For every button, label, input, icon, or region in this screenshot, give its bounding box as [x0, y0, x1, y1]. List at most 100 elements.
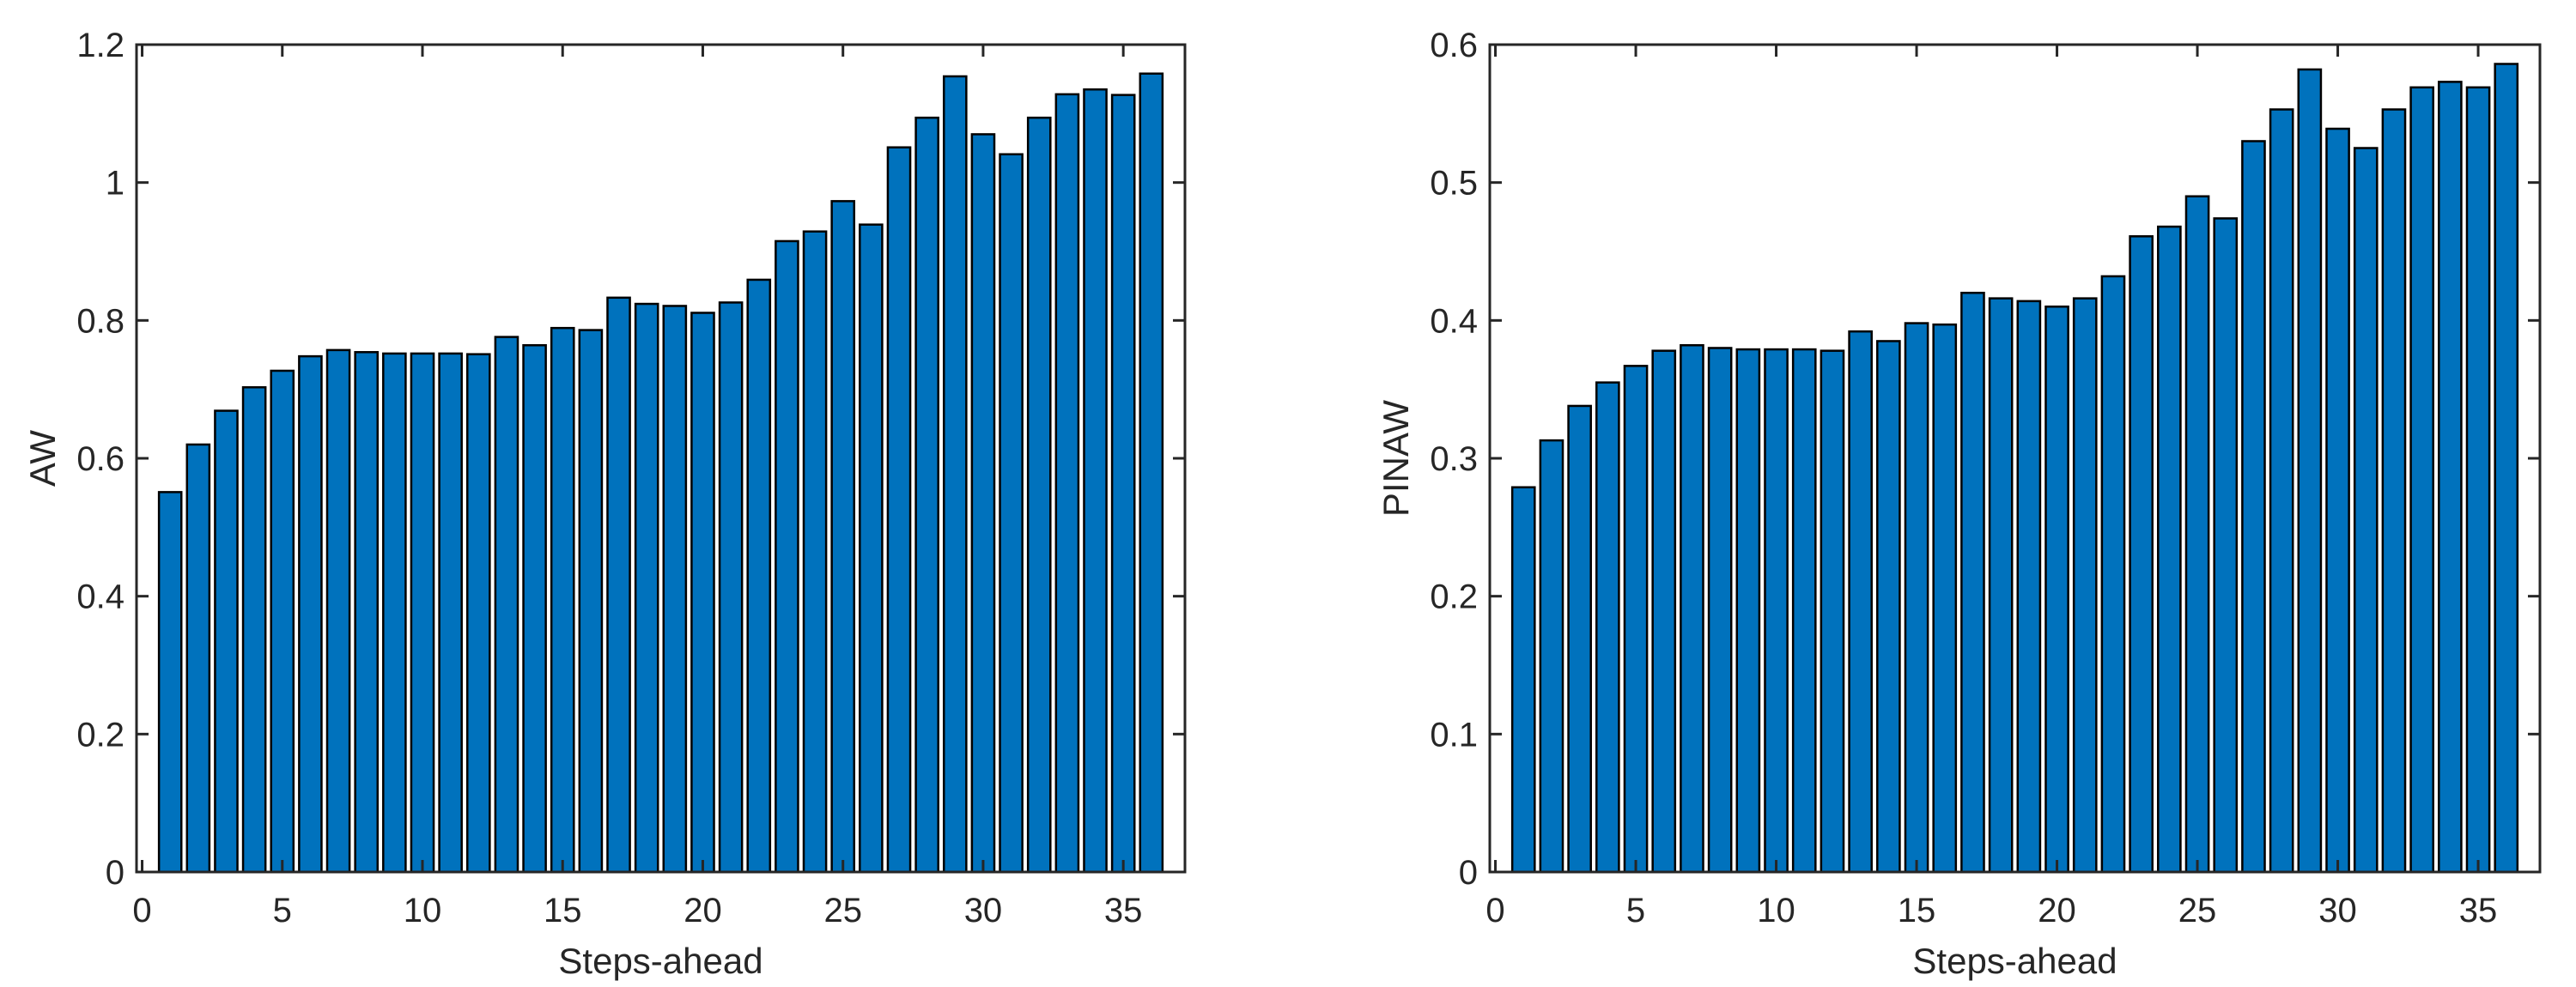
bar	[410, 352, 435, 874]
x-tick-label: 15	[1898, 892, 1936, 929]
bar	[2044, 306, 2069, 874]
x-tick-label: 15	[544, 892, 582, 929]
bar	[354, 351, 380, 874]
bar	[2100, 275, 2126, 874]
bar	[1820, 349, 1845, 874]
bar	[1567, 404, 1592, 874]
chart-pinaw: 0 5 10 15 20 25 30 35 0 0.1 0.2 0.3 0.4 0.5 0.6 Steps-a…	[1376, 27, 2542, 981]
y-tick-label: 0.6	[76, 440, 125, 478]
bar	[1791, 348, 1817, 874]
bar	[1110, 94, 1136, 874]
bar	[690, 312, 715, 874]
bar	[185, 443, 211, 874]
bar	[1054, 93, 1080, 874]
x-tick-label: 25	[823, 892, 862, 929]
bar	[914, 116, 939, 874]
bar	[1960, 291, 1985, 874]
bar	[1988, 297, 2014, 874]
bar	[2241, 140, 2266, 874]
x-tick-label: 0	[132, 892, 151, 929]
bar	[2353, 147, 2379, 874]
x-tick-label: 10	[404, 892, 442, 929]
y-tick-label: 0.5	[1430, 165, 1478, 203]
bar	[1026, 116, 1052, 874]
bar	[1904, 322, 1929, 874]
y-tick-label: 0.4	[76, 578, 125, 616]
bar	[1932, 323, 1958, 874]
bar	[157, 491, 183, 874]
bar	[1139, 72, 1164, 874]
y-tick-label: 0	[106, 854, 125, 892]
y-axis-label: AW	[22, 430, 63, 487]
y-tick-label: 0	[1459, 854, 1478, 892]
bar	[2072, 297, 2098, 874]
bar	[2269, 108, 2294, 874]
bar	[746, 278, 772, 874]
bar	[2325, 127, 2350, 874]
x-tick-label: 25	[2178, 892, 2217, 929]
x-tick-label: 35	[1104, 892, 1143, 929]
x-tick-label: 5	[273, 892, 292, 929]
x-tick-label: 30	[2318, 892, 2357, 929]
y-tick-label: 0.1	[1430, 716, 1478, 754]
bar	[270, 369, 295, 874]
y-tick-label: 0.8	[76, 302, 125, 340]
bar	[2409, 86, 2434, 874]
y-tick-label: 0.4	[1430, 302, 1478, 340]
x-tick-label: 10	[1757, 892, 1795, 929]
bar	[775, 239, 799, 874]
bar	[2213, 217, 2239, 874]
bar	[2381, 108, 2407, 874]
bar	[999, 153, 1024, 874]
bar	[802, 230, 828, 874]
bar	[550, 326, 575, 874]
bar	[1539, 439, 1564, 874]
x-axis-label: Steps-ahead	[1912, 941, 2117, 981]
bar	[1595, 381, 1620, 874]
x-tick-label: 20	[2038, 892, 2076, 929]
bar	[1876, 340, 1901, 874]
x-tick-label: 5	[1626, 892, 1645, 929]
bar	[1651, 349, 1677, 874]
bar	[606, 296, 631, 874]
bar	[970, 133, 996, 874]
x-tick-label: 20	[683, 892, 722, 929]
bar	[2494, 63, 2519, 874]
bar	[1848, 330, 1873, 874]
x-axis-label: Steps-ahead	[558, 941, 762, 981]
chart-aw: 0 5 10 15 20 25 30 35 0 0.2 0.4 0.6 0.8 1 1.2 Steps-ahe…	[22, 27, 1187, 981]
y-tick-label: 1	[106, 165, 125, 203]
bar	[494, 336, 519, 874]
bar	[718, 301, 744, 874]
bar	[2157, 225, 2182, 874]
bar	[1735, 348, 1761, 874]
bar	[1083, 88, 1108, 874]
bar	[2184, 195, 2210, 874]
bar	[662, 305, 688, 874]
bar	[298, 354, 323, 874]
x-tick-label: 35	[2459, 892, 2498, 929]
y-tick-label: 0.6	[1430, 27, 1478, 64]
bar	[830, 200, 856, 874]
bar	[382, 352, 407, 874]
bar	[578, 329, 604, 874]
bar	[2297, 68, 2323, 874]
y-tick-label: 0.2	[76, 716, 125, 754]
bar	[214, 409, 239, 874]
bar	[1623, 365, 1649, 874]
x-tick-label: 0	[1485, 892, 1504, 929]
bar	[1680, 344, 1704, 874]
bar	[2016, 300, 2042, 874]
bar	[2465, 86, 2491, 874]
y-axis-label: PINAW	[1376, 400, 1416, 517]
bar	[465, 353, 491, 874]
bar	[886, 146, 912, 874]
bar	[942, 75, 968, 874]
bar	[241, 386, 267, 874]
bar	[1707, 347, 1733, 874]
bar	[2129, 235, 2154, 874]
bar	[1764, 348, 1789, 874]
y-tick-label: 0.3	[1430, 440, 1478, 478]
bar	[2438, 81, 2463, 874]
